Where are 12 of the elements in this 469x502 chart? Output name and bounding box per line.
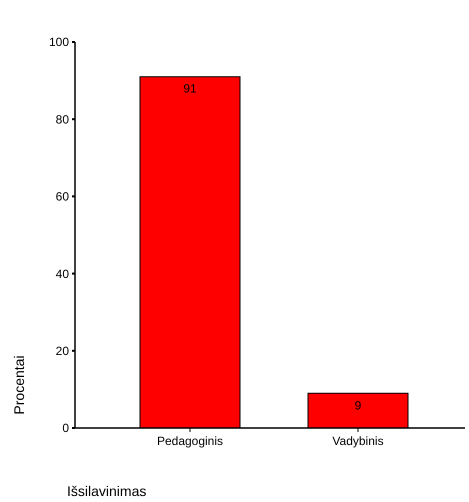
y-tick-label: 0 — [62, 421, 70, 436]
y-tick-label: 40 — [56, 266, 70, 281]
data-label: 91 — [183, 82, 197, 96]
data-label: 9 — [354, 398, 362, 412]
x-tick-label: Pedagoginis — [156, 434, 224, 448]
y-axis-title: Procentai — [11, 355, 27, 415]
x-axis-title: Išsilavinimas — [67, 483, 146, 499]
y-tick-label: 60 — [56, 190, 70, 204]
y-tick-label: 20 — [56, 344, 70, 358]
y-tick-label: 100 — [48, 35, 70, 50]
x-tick-label: Vadybinis — [332, 434, 384, 448]
y-tick-label: 80 — [56, 112, 70, 126]
